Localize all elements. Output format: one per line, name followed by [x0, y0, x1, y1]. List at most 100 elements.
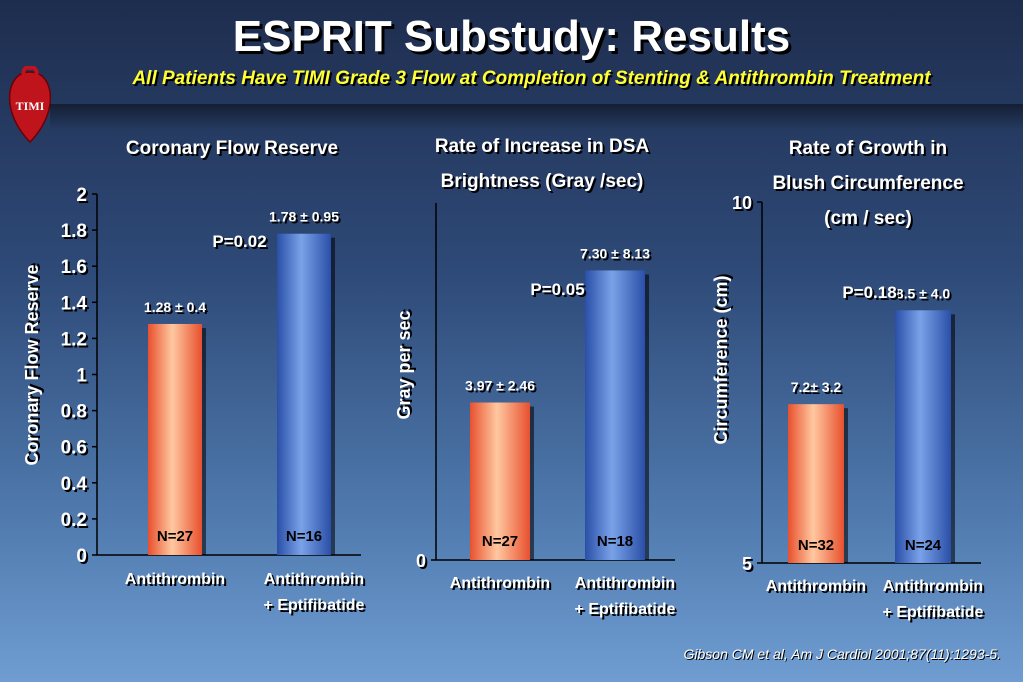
chart-2-p-value: P=0.05 [530, 280, 584, 299]
chart-3-y-axis-label-shadow: Circumference (cm) [713, 273, 733, 442]
chart-3-bar-antithrombin [788, 404, 844, 563]
chart-1-y-tick-label-shadow: 0.8 [63, 404, 89, 425]
chart-2-value-label-shadow: 3.97 ± 2.46 [467, 380, 537, 396]
timi-logo: TIMI [8, 66, 52, 144]
chart-3-n-label: N=32 [798, 537, 834, 554]
chart-1-y-tick-label-shadow: 0 [78, 548, 89, 569]
chart-1-y-tick-label: 0 [76, 546, 87, 567]
chart-1-y-tick-label: 2 [76, 185, 87, 206]
chart-1-y-tick-label: 0.4 [61, 474, 88, 495]
chart-1-value-label-shadow: 1.28 ± 0.4 [146, 301, 208, 317]
chart-2-title-line: Brightness (Gray /sec) [441, 171, 644, 192]
chart-2-y-tick-label: 0 [416, 551, 426, 571]
chart-3-title-line-shadow: Blush Circumference [774, 175, 965, 196]
chart-2-n-label: N=27 [482, 533, 518, 550]
chart-3-p-value-shadow: P=0.18 [844, 285, 898, 304]
chart-1-y-tick-label: 1.4 [61, 293, 88, 314]
chart-1-bar-antithrombin [148, 323, 202, 555]
chart-2-y-axis-label: Gray per sec [394, 310, 414, 419]
chart-1-n-label: N=16 [286, 528, 322, 545]
chart-1-category-label-shadow: Antithrombin [266, 573, 366, 590]
chart-2-bar-eptifibatide [585, 270, 645, 560]
chart-1-title-line: Coronary Flow Reserve [126, 138, 338, 159]
chart-3-category-label: Antithrombin [883, 578, 983, 595]
chart-3-title-line-shadow: Rate of Growth in [791, 140, 949, 161]
chart-3-value-label: 8.5 ± 4.0 [896, 285, 951, 301]
chart-1-category-label-shadow: + Eptifibatide [266, 599, 367, 616]
chart-3-title-line-shadow: (cm / sec) [826, 210, 914, 231]
chart-1-category-label: + Eptifibatide [264, 597, 365, 614]
chart-1-y-tick-label: 0.6 [61, 438, 87, 459]
chart-2-y-axis-label-shadow: Gray per sec [396, 308, 416, 417]
chart-1-bar-eptifibatide [277, 233, 331, 555]
chart-3-y-tick-label-shadow: 10 [734, 195, 754, 215]
chart-1-y-tick-label-shadow: 0.2 [63, 512, 89, 533]
chart-1-y-tick-label: 1 [76, 366, 87, 387]
chart-1-category-label-shadow: Antithrombin [127, 573, 227, 590]
chart-3-y-tick-label-shadow: 5 [744, 556, 754, 576]
chart-3-category-label: Antithrombin [766, 578, 866, 595]
chart-3-value-label: 7.2± 3.2 [791, 379, 842, 395]
citation: Gibson CM et al, Am J Cardiol 2001;87(11… [683, 646, 1002, 662]
chart-1-y-tick-label-shadow: 0.4 [63, 476, 90, 497]
chart-3-bar-eptifibatide [895, 310, 951, 563]
chart-2-title-line: Rate of Increase in DSA [435, 136, 650, 157]
chart-1-value-label: 1.78 ± 0.95 [269, 209, 339, 225]
chart-2-title-line-shadow: Brightness (Gray /sec) [443, 173, 646, 194]
chart-3-value-label-shadow: 7.2± 3.2 [793, 381, 844, 397]
chart-3-title-line: Rate of Growth in [789, 138, 947, 159]
chart-3-title-line: Blush Circumference [772, 173, 963, 194]
slide-title: ESPRIT Substudy: Results [232, 12, 791, 61]
chart-1-y-tick-label-shadow: 1.8 [63, 223, 89, 244]
chart-1-y-axis-label: Coronary Flow Reserve [22, 264, 42, 465]
chart-1-n-label: N=27 [157, 528, 193, 545]
chart-1-y-tick-label: 1.8 [61, 221, 87, 242]
chart-2-category-label: Antithrombin [575, 575, 675, 592]
chart-3-y-tick-label: 5 [742, 554, 752, 574]
chart-2-bar-antithrombin [470, 402, 530, 560]
chart-2-p-value-shadow: P=0.05 [532, 282, 586, 301]
logo-text: TIMI [16, 99, 45, 113]
chart-1-p-value-shadow: P=0.02 [214, 234, 268, 253]
chart-1-p-value: P=0.02 [212, 232, 266, 251]
chart-2-n-label: N=18 [597, 533, 633, 550]
chart-3-p-value: P=0.18 [842, 283, 896, 302]
chart-1-category-label: Antithrombin [264, 571, 364, 588]
title-divider [50, 104, 1023, 130]
chart-2-y-tick-label-shadow: 0 [418, 553, 428, 573]
chart-1-y-axis-label-shadow: Coronary Flow Reserve [24, 262, 44, 463]
chart-2-value-label: 7.30 ± 8.13 [580, 245, 650, 261]
chart-3-title-line: (cm / sec) [824, 208, 912, 229]
chart-3-y-tick-label: 10 [732, 193, 752, 213]
chart-1-y-tick-label-shadow: 2 [78, 187, 89, 208]
chart-1-y-tick-label-shadow: 1.4 [63, 295, 90, 316]
chart-3-n-label: N=24 [905, 537, 942, 554]
chart-3-y-axis-label: Circumference (cm) [711, 275, 731, 444]
chart-2-category-label-shadow: + Eptifibatide [577, 603, 678, 620]
chart-1-y-tick-label-shadow: 1.6 [63, 259, 89, 280]
chart-1-y-tick-label: 1.2 [61, 329, 87, 350]
chart-1-y-tick-label: 1.6 [61, 257, 87, 278]
chart-2-value-label: 3.97 ± 2.46 [465, 378, 535, 394]
chart-2-category-label-shadow: Antithrombin [577, 577, 677, 594]
chart-2-category-label: Antithrombin [450, 575, 550, 592]
chart-1-y-tick-label-shadow: 1 [78, 368, 89, 389]
chart-3-value-label-shadow: 8.5 ± 4.0 [898, 287, 953, 303]
chart-3-category-label-shadow: Antithrombin [768, 580, 868, 597]
chart-3-category-label-shadow: + Eptifibatide [885, 606, 986, 623]
chart-2-value-label-shadow: 7.30 ± 8.13 [582, 247, 652, 263]
chart-3-category-label: + Eptifibatide [883, 604, 984, 621]
chart-1-y-tick-label-shadow: 1.2 [63, 331, 89, 352]
chart-1-y-tick-label: 0.8 [61, 402, 87, 423]
chart-3-category-label-shadow: Antithrombin [885, 580, 985, 597]
chart-1-title-line-shadow: Coronary Flow Reserve [128, 140, 340, 161]
chart-2-category-label-shadow: Antithrombin [452, 577, 552, 594]
chart-1-category-label: Antithrombin [125, 571, 225, 588]
chart-2-category-label: + Eptifibatide [575, 601, 676, 618]
chart-1-value-label: 1.28 ± 0.4 [144, 299, 206, 315]
chart-2-title-line-shadow: Rate of Increase in DSA [437, 138, 652, 159]
slide-subtitle: All Patients Have TIMI Grade 3 Flow at C… [132, 68, 931, 89]
chart-1-y-tick-label-shadow: 0.6 [63, 440, 89, 461]
chart-1-value-label-shadow: 1.78 ± 0.95 [271, 211, 341, 227]
